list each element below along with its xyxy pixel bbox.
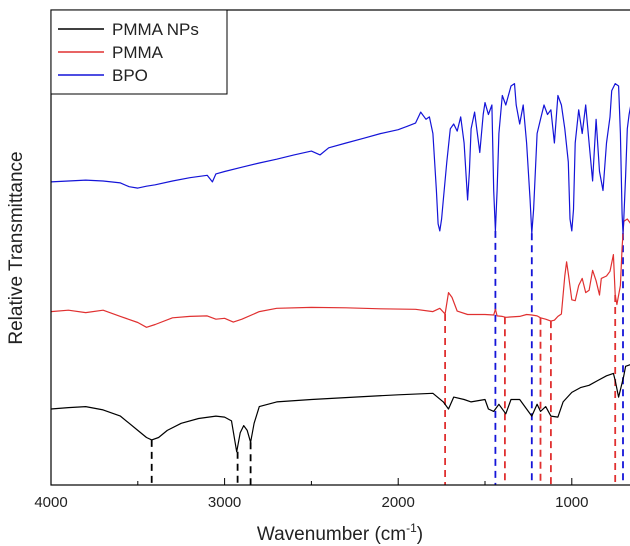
- legend-label: BPO: [112, 66, 148, 85]
- legend: PMMA NPs PMMA BPO: [50, 9, 228, 95]
- x-tick-label: 3000: [208, 494, 241, 511]
- y-axis-title: Relative Transmittance: [6, 151, 27, 344]
- legend-label: PMMA NPs: [112, 20, 199, 39]
- series-line-pmma-nps: [50, 364, 630, 453]
- x-tick-label: 4000: [34, 494, 67, 511]
- x-tick-label: 1000: [555, 494, 588, 511]
- x-axis-tick-labels: 4000 3000 2000 1000: [34, 494, 588, 511]
- x-axis-ticks: [50, 478, 573, 485]
- plot-frame: [50, 9, 630, 486]
- x-axis-title: Wavenumber (cm-1): [257, 521, 423, 545]
- legend-label: PMMA: [112, 43, 164, 62]
- x-tick-label: 2000: [382, 494, 415, 511]
- series-line-bpo: [50, 83, 630, 234]
- series-line-pmma: [50, 218, 630, 328]
- series-lines: [50, 83, 630, 453]
- reference-lines: [150, 230, 624, 485]
